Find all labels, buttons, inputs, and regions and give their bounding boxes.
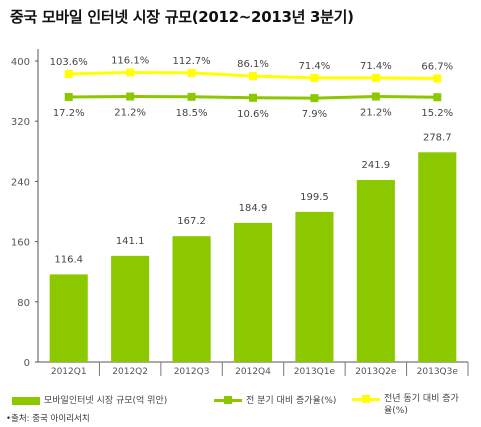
- chart-title: 중국 모바일 인터넷 시장 규모(2012~2013년 3분기): [10, 8, 354, 26]
- series-point-yoy: [126, 68, 135, 77]
- series-point-qoq: [433, 93, 442, 102]
- series-point-label-qoq: 15.2%: [421, 108, 453, 119]
- series-point-label-qoq: 17.2%: [53, 108, 85, 119]
- x-tick-label: 2013Q1e: [294, 367, 336, 377]
- bar-value-label: 141.1: [116, 236, 145, 247]
- bar: [111, 255, 150, 362]
- series-point-yoy: [433, 74, 442, 83]
- bar: [233, 222, 273, 362]
- x-tick-label: 2013Q2e: [355, 367, 397, 377]
- chart-plot: 0 80 160 240 320 400 2012Q1 2012Q2 2012Q3 2012Q4 2…: [11, 49, 469, 377]
- y-tick-label: 400: [11, 57, 30, 68]
- legend-swatch-bar: [12, 396, 40, 405]
- series-point-qoq: [310, 94, 319, 103]
- series-point-label-qoq: 7.9%: [302, 109, 327, 120]
- legend-item-qoq: 전 분기 대비 증가율(%): [214, 393, 336, 406]
- x-tick-label: 2012Q2: [112, 367, 148, 377]
- y-tick-label: 0: [24, 358, 30, 369]
- legend-label-market-size: 모바일인터넷 시장 규모(억 위안): [44, 396, 168, 406]
- series-point-qoq: [249, 93, 257, 102]
- series-point-label-qoq: 21.2%: [360, 108, 392, 119]
- bar-value-label: 184.9: [239, 203, 268, 214]
- x-tick-label: 2013Q3e: [417, 367, 459, 377]
- y-tick-label: 240: [11, 177, 30, 188]
- series-point-yoy: [187, 68, 196, 77]
- series-point-label-qoq: 10.6%: [237, 109, 269, 120]
- bar-value-label: 241.9: [362, 160, 391, 171]
- x-tick-label: 2012Q1: [51, 367, 87, 377]
- series-point-label-yoy: 112.7%: [173, 56, 211, 67]
- legend-item-market-size: 모바일인터넷 시장 규모(억 위안): [12, 393, 167, 406]
- series-point-qoq: [126, 92, 135, 101]
- bar-value-label: 167.2: [177, 216, 206, 227]
- series-point-qoq: [371, 92, 380, 101]
- bar: [295, 211, 334, 362]
- y-tick-label: 160: [11, 238, 30, 249]
- series-point-qoq: [64, 93, 73, 101]
- x-tick-label: 2012Q3: [174, 367, 210, 377]
- series-point-label-yoy: 116.1%: [111, 56, 149, 67]
- legend-label-qoq: 전 분기 대비 증가율(%): [246, 396, 337, 406]
- bar-value-label: 199.5: [300, 192, 329, 203]
- legend-swatch-yoy: [352, 395, 380, 403]
- y-tick-label: 80: [17, 298, 30, 309]
- series-point-yoy: [64, 70, 73, 78]
- series-point-label-qoq: 18.5%: [176, 108, 208, 119]
- bar-value-label: 116.4: [54, 254, 83, 265]
- y-tick-label: 320: [11, 117, 30, 128]
- legend-swatch-qoq: [214, 396, 242, 404]
- series-point-yoy: [310, 73, 319, 82]
- series-point-label-yoy: 71.4%: [299, 61, 331, 72]
- x-tick-label: 2012Q4: [235, 367, 271, 377]
- series-point-label-qoq: 21.2%: [114, 108, 146, 119]
- series-point-label-yoy: 86.1%: [237, 59, 269, 70]
- series-point-yoy: [249, 72, 257, 81]
- bar: [418, 152, 457, 362]
- series-point-yoy: [371, 73, 380, 82]
- bar-value-label: 278.7: [423, 132, 452, 143]
- series-point-qoq: [187, 92, 196, 101]
- bar: [49, 274, 88, 362]
- series-point-label-yoy: 66.7%: [421, 61, 453, 72]
- bar: [356, 179, 395, 362]
- legend-label-yoy: 전년 동기 대비 증가율(%): [384, 394, 459, 416]
- series-point-label-yoy: 103.6%: [50, 57, 88, 68]
- source-note: •출처: 중국 아이리서치: [6, 414, 90, 424]
- legend-item-yoy: 전년 동기 대비 증가율(%): [352, 393, 464, 417]
- series-point-label-yoy: 71.4%: [360, 61, 392, 72]
- bar: [172, 236, 211, 362]
